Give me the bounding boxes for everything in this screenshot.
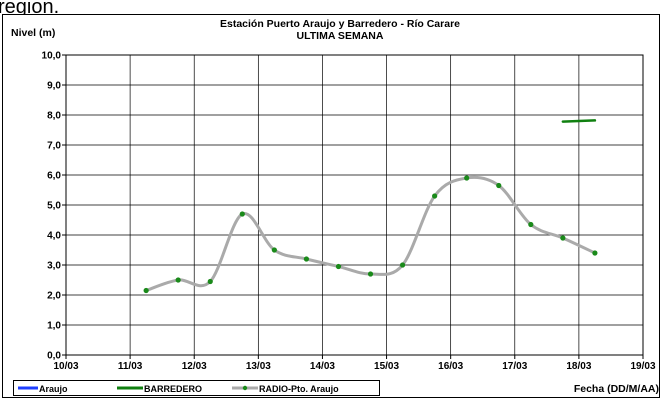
x-tick-labels: 10/03 11/03 12/03 13/03 14/03 15/03 16/03 17/03… xyxy=(53,355,656,372)
y-tick-label: 4,0 xyxy=(47,231,61,242)
data-point-radio-pto-araujo xyxy=(335,263,342,270)
data-point-radio-pto-araujo xyxy=(528,221,534,228)
series-barredero xyxy=(561,119,597,123)
data-point-radio-pto-araujo xyxy=(399,262,406,268)
data-point-radio-pto-araujo xyxy=(239,211,245,217)
y-axis-label: Nivel (m) xyxy=(11,27,55,39)
x-tick-label: 19/03 xyxy=(630,361,655,372)
series-line-barredero xyxy=(561,119,597,123)
x-tick-label: 10/03 xyxy=(53,361,78,372)
data-point-radio-pto-araujo xyxy=(464,175,470,181)
chart-subtitle: ULTIMA SEMANA xyxy=(297,30,384,42)
data-point-radio-pto-araujo xyxy=(143,287,149,294)
legend-label-barredero: BARREDERO xyxy=(144,384,202,394)
y-tick-label: 5,0 xyxy=(47,201,61,212)
y-tick-label: 7,0 xyxy=(47,141,61,152)
legend-box xyxy=(13,380,380,396)
x-tick-label: 15/03 xyxy=(374,361,399,372)
series-radio-pto-araujo xyxy=(143,175,598,294)
legend-label-araujo: Araujo xyxy=(39,384,68,394)
plot-border xyxy=(65,54,644,356)
legend-marker-radio xyxy=(242,385,248,391)
x-tick-label: 17/03 xyxy=(502,361,527,372)
x-tick-label: 14/03 xyxy=(310,361,335,372)
y-tick-labels: 0,0 1,0 2,0 3,0 4,0 5,0 6,0 7,0 8,0 9,0 10,0 xyxy=(42,51,66,362)
data-point-radio-pto-araujo xyxy=(592,250,598,256)
x-tick-label: 11/03 xyxy=(118,361,143,372)
y-tick-label: 3,0 xyxy=(47,261,61,272)
y-tick-label: 1,0 xyxy=(47,321,61,332)
x-axis-label: Fecha (DD/M/AA) xyxy=(574,383,659,395)
legend-item-araujo: Araujo xyxy=(18,384,68,394)
data-point-radio-pto-araujo xyxy=(303,256,310,262)
data-point-radio-pto-araujo xyxy=(560,235,566,241)
legend-item-radio: RADIO-Pto. Araujo xyxy=(232,384,339,394)
y-tick-label: 10,0 xyxy=(42,51,62,62)
y-tick-label: 9,0 xyxy=(47,81,61,92)
data-point-radio-pto-araujo xyxy=(207,278,213,285)
legend: Araujo BARREDERO RADIO-Pto. Araujo xyxy=(13,380,380,396)
series-layer xyxy=(143,119,598,294)
cropped-caption: region. xyxy=(0,0,59,18)
x-tick-label: 16/03 xyxy=(438,361,463,372)
legend-item-barredero: BARREDERO xyxy=(117,384,202,394)
y-tick-label: 8,0 xyxy=(47,111,61,122)
x-tick-label: 12/03 xyxy=(182,361,207,372)
y-tick-label: 0,0 xyxy=(47,351,61,362)
y-tick-label: 2,0 xyxy=(47,291,61,302)
y-tick-label: 6,0 xyxy=(47,171,61,182)
legend-label-radio: RADIO-Pto. Araujo xyxy=(259,384,339,394)
data-point-radio-pto-araujo xyxy=(432,193,438,199)
data-point-radio-pto-araujo xyxy=(367,271,374,277)
data-point-radio-pto-araujo xyxy=(496,182,502,189)
x-tick-label: 13/03 xyxy=(246,361,271,372)
chart-title: Estación Puerto Araujo y Barredero - Río… xyxy=(220,18,460,30)
data-point-radio-pto-araujo xyxy=(175,277,181,283)
x-tick-label: 18/03 xyxy=(566,361,591,372)
data-point-radio-pto-araujo xyxy=(271,247,277,253)
